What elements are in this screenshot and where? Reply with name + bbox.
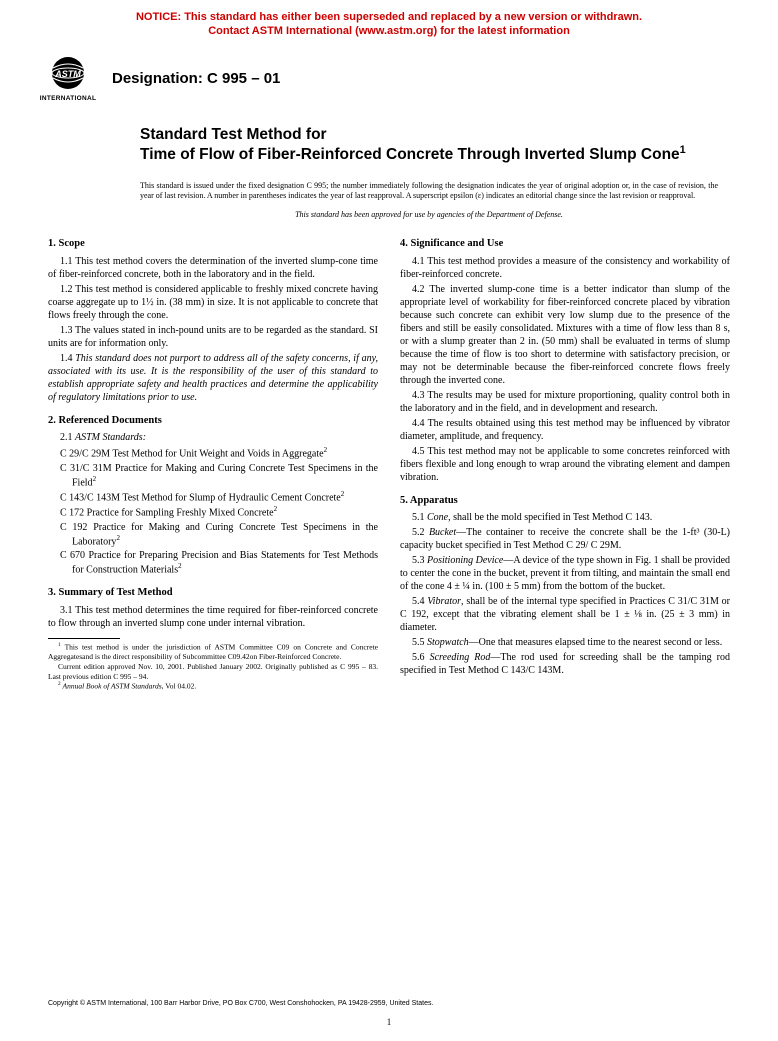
approval-note: This standard has been approved for use …	[0, 202, 778, 219]
para-5-3: 5.3 Positioning Device—A device of the t…	[400, 554, 730, 593]
ref-c192: C 192 Practice for Making and Curing Con…	[48, 521, 378, 548]
ref-c670: C 670 Practice for Preparing Precision a…	[48, 549, 378, 576]
para-4-2: 4.2 The inverted slump-cone time is a be…	[400, 283, 730, 387]
notice-line-1: NOTICE: This standard has either been su…	[136, 11, 642, 23]
ref-c29: C 29/C 29M Test Method for Unit Weight a…	[48, 446, 378, 460]
footnote-2: 2 Annual Book of ASTM Standards, Vol 04.…	[48, 681, 378, 691]
body-columns: 1. Scope 1.1 This test method covers the…	[0, 219, 778, 692]
section-1-head: 1. Scope	[48, 237, 378, 251]
footnote-1b: Current edition approved Nov. 10, 2001. …	[48, 662, 378, 682]
designation: Designation: C 995 – 01	[112, 70, 280, 87]
para-5-5: 5.5 Stopwatch—One that measures elapsed …	[400, 636, 730, 649]
para-3-1: 3.1 This test method determines the time…	[48, 604, 378, 630]
section-5-head: 5. Apparatus	[400, 494, 730, 508]
page-number: 1	[0, 1017, 778, 1027]
section-2-head: 2. Referenced Documents	[48, 414, 378, 428]
astm-logo: ASTM INTERNATIONAL	[40, 51, 96, 107]
footnote-rule	[48, 638, 120, 639]
ref-c31: C 31/C 31M Practice for Making and Curin…	[48, 462, 378, 489]
para-1-4: 1.4 This standard does not purport to ad…	[48, 352, 378, 404]
issuance-note: This standard is issued under the fixed …	[0, 169, 778, 203]
para-4-4: 4.4 The results obtained using this test…	[400, 417, 730, 443]
sub-2-1: 2.1 ASTM Standards:	[48, 431, 378, 444]
copyright: Copyright © ASTM International, 100 Barr…	[48, 1000, 433, 1007]
para-5-1: 5.1 Cone, shall be the mold specified in…	[400, 511, 730, 524]
notice-banner: NOTICE: This standard has either been su…	[0, 0, 778, 43]
title-prefix: Standard Test Method for	[140, 125, 718, 144]
section-4-head: 4. Significance and Use	[400, 237, 730, 251]
para-5-4: 5.4 Vibrator, shall be of the internal t…	[400, 595, 730, 634]
section-3-head: 3. Summary of Test Method	[48, 586, 378, 600]
para-4-1: 4.1 This test method provides a measure …	[400, 255, 730, 281]
footnote-1a: 1 This test method is under the jurisdic…	[48, 642, 378, 662]
para-1-3: 1.3 The values stated in inch-pound unit…	[48, 324, 378, 350]
ref-c143: C 143/C 143M Test Method for Slump of Hy…	[48, 490, 378, 504]
para-1-1: 1.1 This test method covers the determin…	[48, 255, 378, 281]
header: ASTM INTERNATIONAL Designation: C 995 – …	[0, 43, 778, 107]
para-5-6: 5.6 Screeding Rod—The rod used for scree…	[400, 651, 730, 677]
title-block: Standard Test Method for Time of Flow of…	[0, 107, 778, 169]
ref-c172: C 172 Practice for Sampling Freshly Mixe…	[48, 505, 378, 519]
right-column: 4. Significance and Use 4.1 This test me…	[400, 237, 730, 692]
title-main: Time of Flow of Fiber-Reinforced Concret…	[140, 144, 718, 165]
para-1-2: 1.2 This test method is considered appli…	[48, 283, 378, 322]
left-column: 1. Scope 1.1 This test method covers the…	[48, 237, 378, 692]
para-4-3: 4.3 The results may be used for mixture …	[400, 389, 730, 415]
notice-line-2: Contact ASTM International (www.astm.org…	[208, 25, 570, 37]
svg-text:ASTM: ASTM	[54, 69, 81, 79]
para-5-2: 5.2 Bucket—The container to receive the …	[400, 526, 730, 552]
para-4-5: 4.5 This test method may not be applicab…	[400, 445, 730, 484]
logo-subtext: INTERNATIONAL	[40, 95, 97, 102]
